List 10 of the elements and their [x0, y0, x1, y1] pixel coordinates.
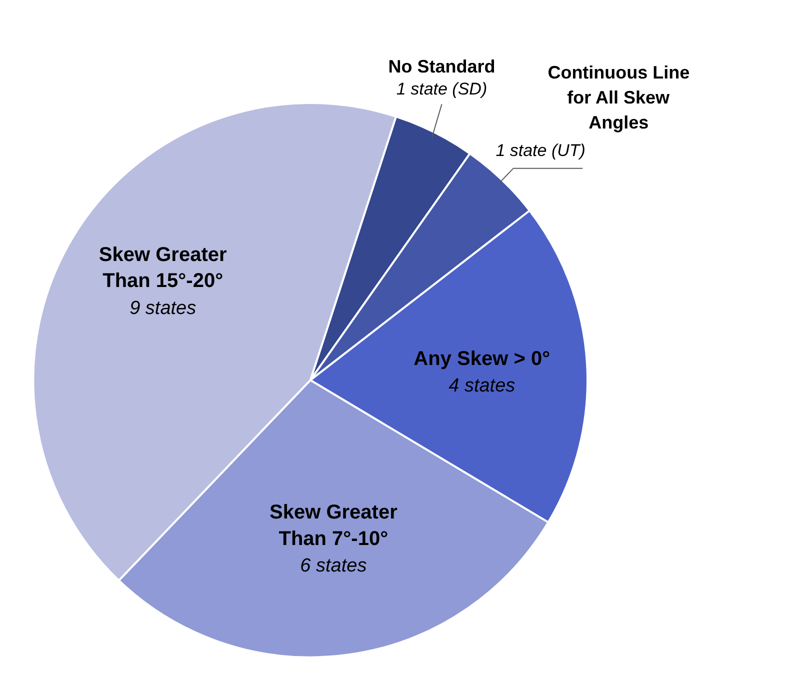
slice-label: No Standard — [388, 56, 496, 77]
slice-label: Skew Greater Than 15°-20° — [98, 244, 227, 292]
slice-label: Any Skew > 0° — [414, 348, 550, 370]
data-label: 4 states — [448, 375, 516, 396]
data-label: 9 states — [130, 298, 197, 319]
slice-label: Continuous Line for All Skew Angles — [548, 62, 690, 132]
slice-label: Skew Greater Than 7°-10° — [269, 502, 398, 550]
data-label: 1 state (UT) — [496, 141, 586, 160]
data-label: 6 states — [300, 556, 368, 577]
data-label: 1 state (SD) — [396, 80, 488, 99]
